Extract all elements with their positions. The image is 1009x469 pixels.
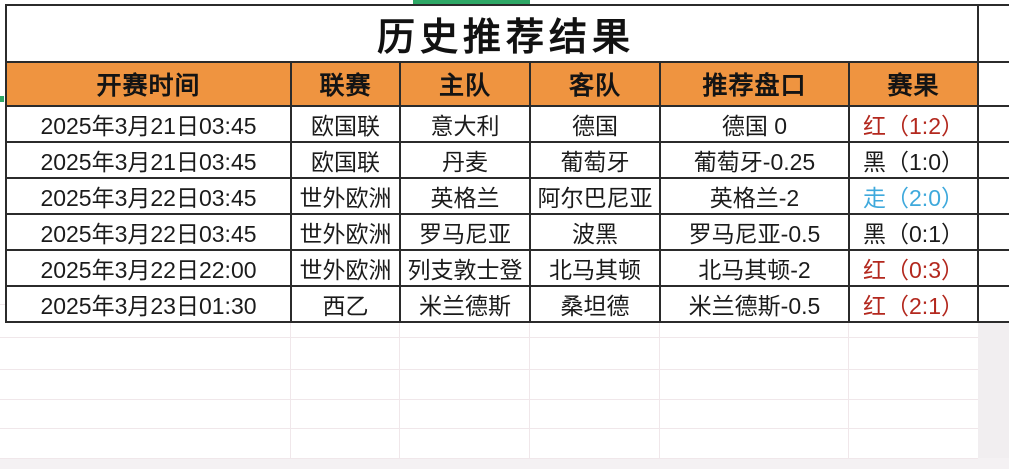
sheet-cell-empty[interactable] [978,61,1009,107]
cell-league[interactable]: 世外欧洲 [290,177,401,215]
gridline-vertical [290,271,291,458]
cell-league[interactable]: 世外欧洲 [290,213,401,251]
sheet-end-bottom [0,458,1009,469]
sheet-cell-empty[interactable] [978,285,1009,323]
cell-time[interactable]: 2025年3月22日03:45 [5,213,292,251]
header-row: 开赛时间 联赛 主队 客队 推荐盘口 赛果 [5,61,1009,107]
gridline-horizontal [0,369,978,370]
gridline-vertical [529,271,530,458]
cell-away[interactable]: 葡萄牙 [529,141,661,179]
cell-home[interactable]: 列支敦士登 [399,249,531,287]
cell-league[interactable]: 西乙 [290,285,401,323]
sheet-cell-empty[interactable] [978,4,1009,63]
cell-result[interactable]: 黑（1:0） [847,141,980,179]
cell-away[interactable]: 桑坦德 [529,285,661,323]
table-row: 2025年3月22日03:45 世外欧洲 英格兰 阿尔巴尼亚 英格兰-2 走（2… [5,177,1009,215]
cell-away[interactable]: 阿尔巴尼亚 [529,177,661,215]
gridline-vertical [399,271,400,458]
cell-handicap[interactable]: 英格兰-2 [659,177,850,215]
table-row: 2025年3月22日03:45 世外欧洲 罗马尼亚 波黑 罗马尼亚-0.5 黑（… [5,213,1009,251]
table-row: 2025年3月21日03:45 欧国联 意大利 德国 德国 0 红（1:2） [5,105,1009,143]
green-tab-indicator [413,0,530,4]
cell-handicap[interactable]: 北马其顿-2 [659,249,850,287]
cell-league[interactable]: 世外欧洲 [290,249,401,287]
cell-result[interactable]: 红（2:1） [847,285,980,323]
gridline-vertical [659,271,660,458]
results-table: 历史推荐结果 开赛时间 联赛 主队 客队 推荐盘口 赛果 2025年3月21日0… [4,4,1009,323]
col-header-away-team[interactable]: 客队 [529,61,661,107]
cell-handicap[interactable]: 德国 0 [659,105,850,143]
cell-time[interactable]: 2025年3月22日22:00 [5,249,292,287]
cell-time[interactable]: 2025年3月22日03:45 [5,177,292,215]
table-row: 2025年3月21日03:45 欧国联 丹麦 葡萄牙 葡萄牙-0.25 黑（1:… [5,141,1009,179]
gridline-vertical [848,271,849,458]
cell-home[interactable]: 意大利 [399,105,531,143]
table-row: 2025年3月23日01:30 西乙 米兰德斯 桑坦德 米兰德斯-0.5 红（2… [5,285,1009,323]
sheet-cell-empty[interactable] [978,177,1009,215]
cell-home[interactable]: 丹麦 [399,141,531,179]
cell-result[interactable]: 黑（0:1） [847,213,980,251]
gridline-horizontal [0,399,978,400]
green-row-marker [0,96,4,102]
cell-home[interactable]: 罗马尼亚 [399,213,531,251]
cell-handicap[interactable]: 葡萄牙-0.25 [659,141,850,179]
cell-away[interactable]: 德国 [529,105,661,143]
sheet-cell-empty[interactable] [978,141,1009,179]
cell-league[interactable]: 欧国联 [290,141,401,179]
cell-time[interactable]: 2025年3月23日01:30 [5,285,292,323]
cell-away[interactable]: 波黑 [529,213,661,251]
gridline-horizontal [0,337,978,338]
sheet-cell-empty[interactable] [978,249,1009,287]
cell-result[interactable]: 走（2:0） [847,177,980,215]
cell-result[interactable]: 红（0:3） [847,249,980,287]
cell-handicap[interactable]: 罗马尼亚-0.5 [659,213,850,251]
col-header-handicap[interactable]: 推荐盘口 [659,61,850,107]
col-header-home-team[interactable]: 主队 [399,61,531,107]
page-title[interactable]: 历史推荐结果 [4,4,980,63]
col-header-league[interactable]: 联赛 [290,61,401,107]
col-header-kickoff-time[interactable]: 开赛时间 [5,61,292,107]
cell-handicap[interactable]: 米兰德斯-0.5 [659,285,850,323]
col-header-result[interactable]: 赛果 [847,61,980,107]
cell-away[interactable]: 北马其顿 [529,249,661,287]
cell-time[interactable]: 2025年3月21日03:45 [5,105,292,143]
cell-home[interactable]: 英格兰 [399,177,531,215]
gridline-horizontal [0,428,978,429]
table-row: 2025年3月22日22:00 世外欧洲 列支敦士登 北马其顿 北马其顿-2 红… [5,249,1009,287]
gridline-horizontal [0,458,978,459]
cell-league[interactable]: 欧国联 [290,105,401,143]
cell-result[interactable]: 红（1:2） [847,105,980,143]
cell-time[interactable]: 2025年3月21日03:45 [5,141,292,179]
sheet-cell-empty[interactable] [978,213,1009,251]
title-row: 历史推荐结果 [4,4,1009,63]
sheet-cell-empty[interactable] [978,105,1009,143]
cell-home[interactable]: 米兰德斯 [399,285,531,323]
